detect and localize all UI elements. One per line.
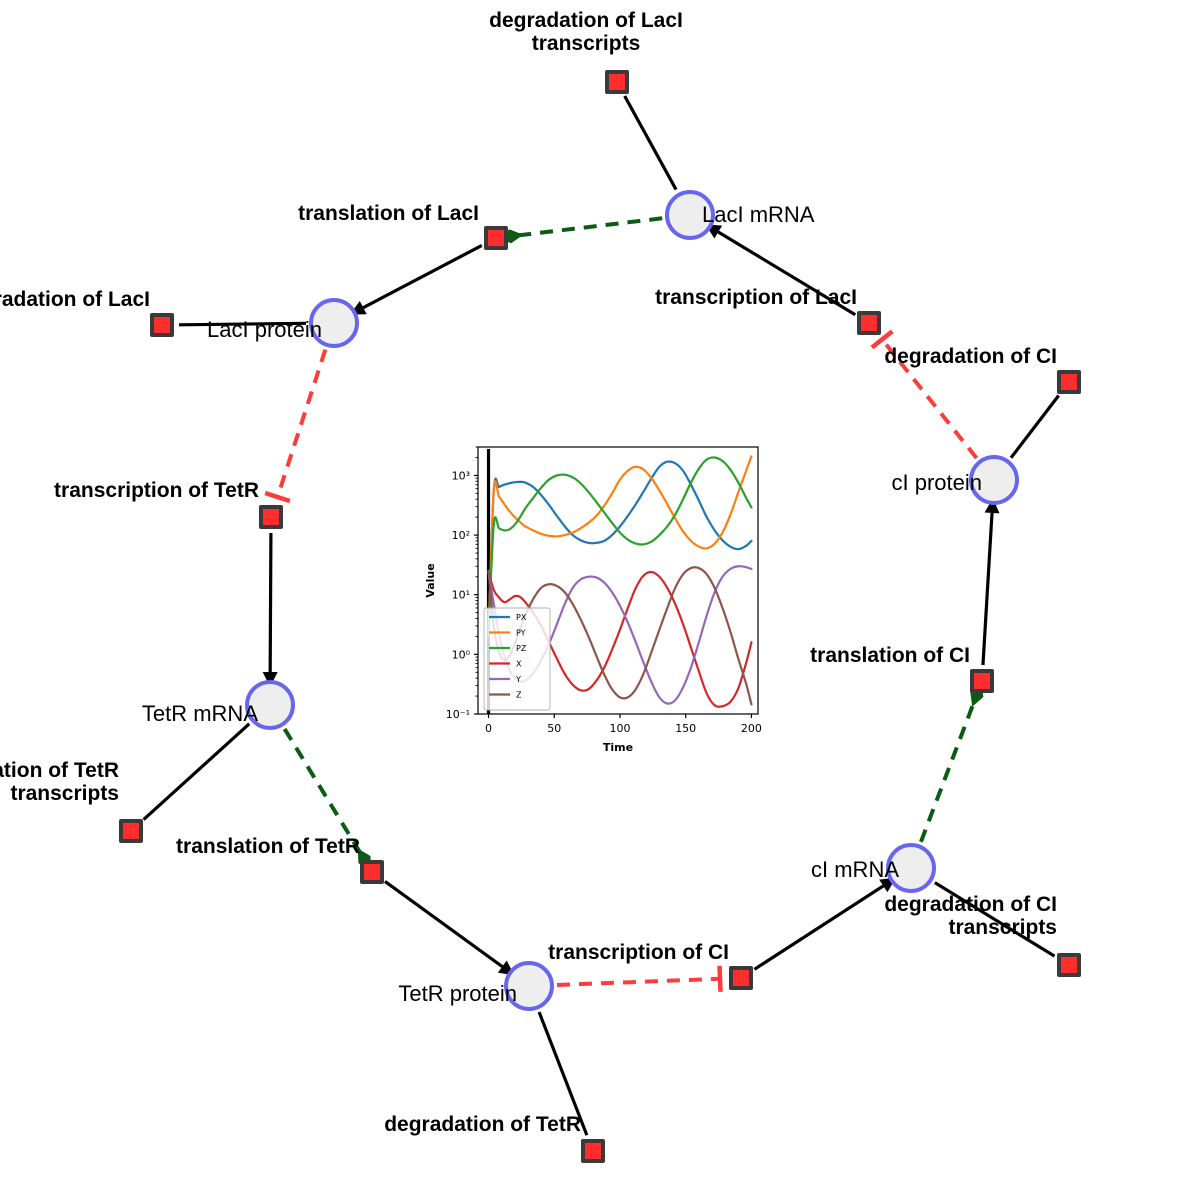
species-node-cI_mrna[interactable] — [886, 843, 936, 893]
x-tick-label: 150 — [675, 722, 696, 735]
x-tick-label: 0 — [485, 722, 492, 735]
chart-legend: PX PY PZ XYZ — [483, 607, 551, 711]
reaction-node-translation_cI[interactable] — [970, 669, 994, 693]
legend-label-PX: PX — [516, 613, 527, 622]
legend-label-Z: Z — [516, 691, 522, 700]
y-tick-label: 10³ — [452, 469, 470, 482]
edge-deg_lacI_transcripts-to-lacI_mrna — [623, 95, 678, 191]
y-tick-label: 10² — [452, 529, 470, 542]
species-label-lacI_mrna: LacI mRNA — [702, 202, 815, 227]
reaction-label-deg_lacI_transcripts: degradation of LacI transcripts — [489, 9, 683, 55]
x-axis-label: Time — [603, 741, 633, 754]
edge-cI_protein-to-deg_cI — [1009, 394, 1060, 459]
reaction-node-transcription_tetR[interactable] — [259, 505, 283, 529]
species-label-tetR_protein: TetR protein — [398, 981, 517, 1006]
species-node-lacI_mrna[interactable] — [665, 190, 715, 240]
reaction-label-transcription_lacI: transcription of LacI — [655, 286, 857, 309]
x-tick-label: 200 — [741, 722, 762, 735]
reaction-node-transcription_lacI[interactable] — [857, 311, 881, 335]
edge-lacI_protein-to-deg_lacI — [178, 321, 307, 327]
edge-cI_mrna-to-translation_cI — [919, 682, 984, 843]
reaction-label-deg_cI_transcripts: degradation of CI transcripts — [884, 893, 1057, 939]
species-label-cI_mrna: cI mRNA — [811, 857, 899, 882]
series-line-X — [487, 569, 753, 708]
edge-translation_tetR-to-tetR_protein — [384, 880, 515, 976]
species-label-lacI_protein: LacI protein — [207, 317, 322, 342]
reaction-node-translation_tetR[interactable] — [360, 860, 384, 884]
reaction-label-translation_lacI: translation of LacI — [298, 202, 479, 225]
reaction-node-deg_cI[interactable] — [1057, 370, 1081, 394]
edge-tetR_protein-to-deg_tetR — [537, 1011, 589, 1136]
legend-label-PZ: PZ — [516, 644, 527, 653]
reaction-label-deg_tetR_transcripts: degradation of TetR transcripts — [0, 759, 119, 805]
x-tick-label: 100 — [609, 722, 630, 735]
species-node-lacI_protein[interactable] — [309, 298, 359, 348]
edge-tetR_mrna-to-deg_tetR_transcripts — [142, 722, 251, 821]
species-node-tetR_mrna[interactable] — [245, 680, 295, 730]
reaction-label-transcription_cI: transcription of CI — [548, 941, 729, 964]
series-line-PZ — [487, 456, 753, 638]
reaction-node-deg_tetR_transcripts[interactable] — [119, 819, 143, 843]
legend-label-PY: PY — [516, 629, 526, 638]
reaction-label-transcription_tetR: transcription of TetR — [54, 479, 259, 502]
y-tick-label: 10⁻¹ — [446, 708, 470, 721]
series-line-PX — [487, 460, 753, 638]
y-tick-label: 10¹ — [452, 589, 470, 602]
species-label-tetR_mrna: TetR mRNA — [141, 701, 258, 726]
reaction-label-translation_cI: translation of CI — [810, 644, 970, 667]
edge-transcription_tetR-to-tetR_mrna — [262, 532, 278, 688]
edge-lacI_protein-to-transcription_tetR — [264, 349, 328, 504]
edge-lacI_mrna-to-translation_lacI — [497, 216, 663, 244]
reaction-label-translation_tetR: translation of TetR — [176, 835, 360, 858]
x-tick-label: 50 — [547, 722, 561, 735]
inset-timecourse-plot: 10⁻¹ 10⁰ 10¹ 10² 10³ 0 50 100 150 200 Time Value PX P… — [418, 437, 770, 757]
edge-translation_cI-to-cI_protein — [981, 497, 1000, 666]
y-tick-label: 10⁰ — [452, 648, 471, 661]
reaction-node-deg_tetR[interactable] — [581, 1139, 605, 1163]
reaction-label-deg_cI: degradation of CI — [884, 345, 1057, 368]
legend-label-Y: Y — [515, 675, 521, 684]
edge-transcription_cI-to-cI_mrna — [753, 877, 896, 971]
legend-label-X: X — [516, 660, 522, 669]
species-node-cI_protein[interactable] — [969, 455, 1019, 505]
reaction-node-transcription_cI[interactable] — [729, 966, 753, 990]
species-label-cI_protein: cI protein — [891, 470, 983, 495]
species-node-tetR_protein[interactable] — [504, 961, 554, 1011]
edge-tetR_protein-to-transcription_cI — [556, 965, 723, 992]
reaction-node-deg_cI_transcripts[interactable] — [1057, 953, 1081, 977]
reaction-node-deg_lacI[interactable] — [150, 313, 174, 337]
reaction-label-deg_lacI: degradation of LacI — [0, 288, 150, 311]
edge-cI_mrna-to-deg_cI_transcripts — [934, 881, 1056, 958]
reaction-node-deg_lacI_transcripts[interactable] — [605, 70, 629, 94]
edge-translation_lacI-to-lacI_protein — [349, 244, 483, 315]
reaction-label-deg_tetR: degradation of TetR — [384, 1113, 581, 1136]
edge-cI_protein-to-transcription_lacI — [870, 329, 979, 460]
y-axis-label: Value — [424, 563, 437, 597]
reaction-node-translation_lacI[interactable] — [484, 226, 508, 250]
